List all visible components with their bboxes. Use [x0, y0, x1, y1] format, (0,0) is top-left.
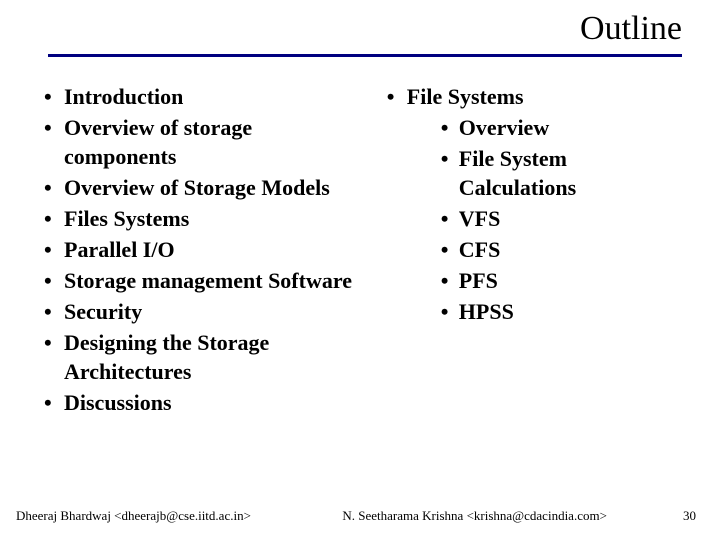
list-item: Overview of storage components — [40, 113, 363, 171]
footer: Dheeraj Bhardwaj <dheerajb@cse.iitd.ac.i… — [0, 508, 720, 524]
right-sub-list: Overview File System Calculations VFS CFS PF… — [407, 113, 680, 326]
list-item: File Systems Overview File System Calcula… — [383, 82, 680, 326]
footer-mid: N. Seetharama Krishna <krishna@cdacindia… — [342, 508, 656, 524]
title-area: Outline — [48, 10, 682, 57]
list-item: Overview of Storage Models — [40, 173, 363, 202]
slide-body: Introduction Overview of storage componen… — [40, 80, 680, 480]
list-item: File System Calculations — [439, 144, 680, 202]
right-column: File Systems Overview File System Calcula… — [373, 80, 680, 480]
list-item: HPSS — [439, 297, 680, 326]
list-item-label: File System Calculations — [459, 146, 576, 200]
list-item: CFS — [439, 235, 680, 264]
list-item: Discussions — [40, 388, 363, 417]
list-item-label: PFS — [459, 268, 498, 293]
page-number: 30 — [656, 508, 696, 524]
left-column: Introduction Overview of storage componen… — [40, 80, 373, 480]
list-item-label: Overview — [459, 115, 549, 140]
slide-title: Outline — [48, 10, 682, 48]
list-item: Storage management Software — [40, 266, 363, 295]
list-item: PFS — [439, 266, 680, 295]
list-item: Security — [40, 297, 363, 326]
left-bullet-list: Introduction Overview of storage componen… — [40, 82, 363, 417]
list-item-label: Storage management Software — [64, 268, 352, 293]
list-item-label: HPSS — [459, 299, 514, 324]
list-item-label: Introduction — [64, 84, 183, 109]
list-item-label: VFS — [459, 206, 501, 231]
list-item-label: File Systems — [407, 84, 524, 109]
list-item: Parallel I/O — [40, 235, 363, 264]
list-item-label: Discussions — [64, 390, 172, 415]
list-item-label: Files Systems — [64, 206, 189, 231]
list-item: Designing the Storage Architectures — [40, 328, 363, 386]
list-item-label: Security — [64, 299, 142, 324]
list-item-label: Parallel I/O — [64, 237, 175, 262]
list-item-label: Designing the Storage Architectures — [64, 330, 269, 384]
title-divider — [48, 54, 682, 57]
footer-left: Dheeraj Bhardwaj <dheerajb@cse.iitd.ac.i… — [16, 508, 342, 524]
list-item: Introduction — [40, 82, 363, 111]
slide: Outline Introduction Overview of storage … — [0, 0, 720, 540]
list-item-label: Overview of storage components — [64, 115, 252, 169]
list-item: VFS — [439, 204, 680, 233]
right-bullet-list: File Systems Overview File System Calcula… — [383, 82, 680, 326]
list-item: Overview — [439, 113, 680, 142]
list-item-label: Overview of Storage Models — [64, 175, 330, 200]
list-item: Files Systems — [40, 204, 363, 233]
list-item-label: CFS — [459, 237, 501, 262]
